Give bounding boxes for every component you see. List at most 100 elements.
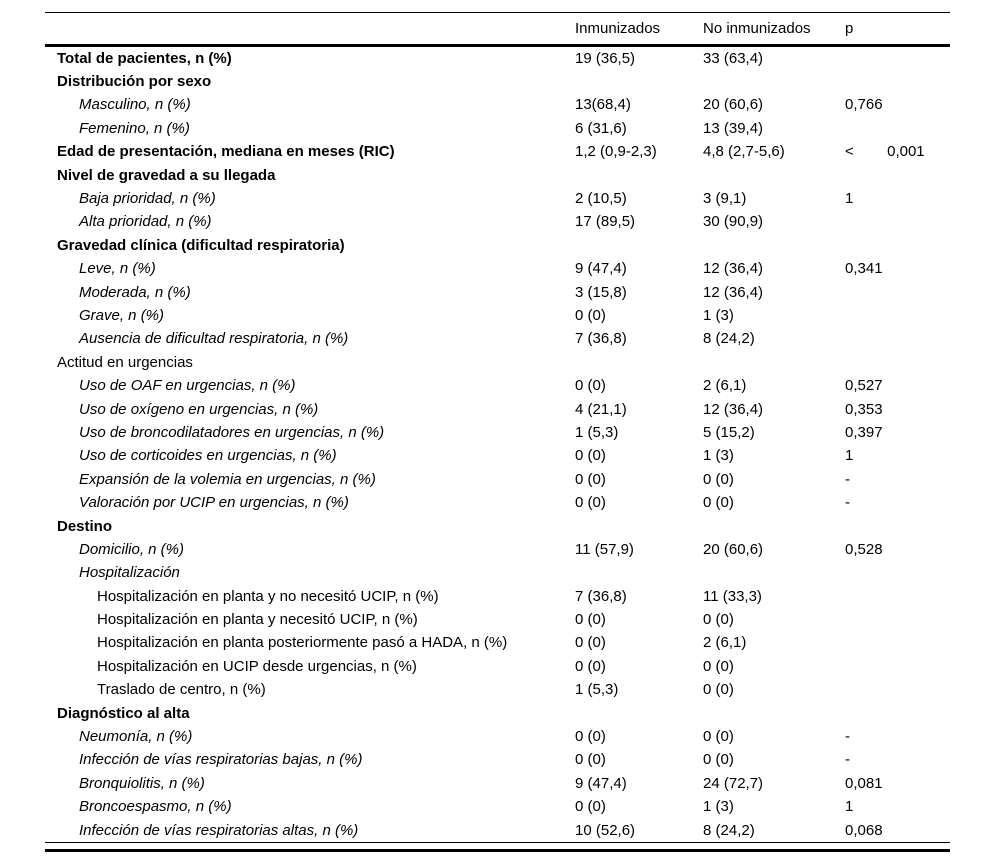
value-inmunizados: 7 (36,8)	[575, 587, 627, 605]
row-label: Hospitalización	[79, 564, 180, 582]
value-inmunizados: 1,2 (0,9-2,3)	[575, 143, 657, 161]
value-inmunizados: 0 (0)	[575, 494, 606, 512]
table-row: Baja prioridad, n (%) 2 (10,5) 3 (9,1) 1	[45, 187, 950, 210]
table-row: Valoración por UCIP en urgencias, n (%) …	[45, 491, 950, 514]
value-inmunizados: 11 (57,9)	[575, 540, 634, 558]
table-header-bottom-rule	[45, 44, 950, 47]
p-value: 0,068	[845, 821, 883, 839]
table-row: Diagnóstico al alta	[45, 701, 950, 724]
row-label: Moderada, n (%)	[79, 283, 191, 301]
table-row: Hospitalización en planta posteriormente…	[45, 631, 950, 654]
value-inmunizados: 6 (31,6)	[575, 119, 627, 137]
value-inmunizados: 0 (0)	[575, 377, 606, 395]
value-no-inmunizados: 33 (63,4)	[703, 49, 764, 67]
row-label: Destino	[57, 517, 113, 535]
table-row: Infección de vías respiratorias altas, n…	[45, 818, 950, 841]
row-label: Hospitalización en UCIP desde urgencias,…	[97, 657, 417, 675]
table-row: Femenino, n (%) 6 (31,6) 13 (39,4)	[45, 117, 950, 140]
table-row: Hospitalización en planta y necesitó UCI…	[45, 608, 950, 631]
row-label: Gravedad clínica (dificultad respiratori…	[57, 236, 345, 254]
value-no-inmunizados: 20 (60,6)	[703, 540, 764, 558]
row-label: Femenino, n (%)	[79, 119, 190, 137]
table-row: Neumonía, n (%) 0 (0) 0 (0) -	[45, 725, 950, 748]
p-value: 0,081	[845, 774, 883, 792]
p-value: 1	[845, 190, 854, 208]
table-row: Grave, n (%) 0 (0) 1 (3)	[45, 304, 950, 327]
value-no-inmunizados: 0 (0)	[703, 681, 734, 699]
table-row: Uso de broncodilatadores en urgencias, n…	[45, 421, 950, 444]
value-no-inmunizados: 0 (0)	[703, 470, 734, 488]
p-value: 0,397	[845, 423, 883, 441]
table-row: Domicilio, n (%) 11 (57,9) 20 (60,6) 0,5…	[45, 538, 950, 561]
row-label: Nivel de gravedad a su llegada	[57, 166, 276, 184]
row-label: Diagnóstico al alta	[57, 704, 190, 722]
p-value: 0,353	[845, 400, 883, 418]
row-label: Traslado de centro, n (%)	[97, 681, 266, 699]
row-label: Uso de OAF en urgencias, n (%)	[79, 377, 296, 395]
value-inmunizados: 0 (0)	[575, 611, 606, 629]
table-row: Hospitalización	[45, 561, 950, 584]
row-label: Total de pacientes, n (%)	[57, 49, 232, 67]
row-label: Hospitalización en planta y necesitó UCI…	[97, 611, 418, 629]
table-row: Alta prioridad, n (%) 17 (89,5) 30 (90,9…	[45, 210, 950, 233]
value-no-inmunizados: 1 (3)	[703, 798, 734, 816]
value-no-inmunizados: 20 (60,6)	[703, 96, 764, 114]
value-inmunizados: 1 (5,3)	[575, 681, 619, 699]
table-header-row: Inmunizados No inmunizados p	[45, 13, 950, 44]
p-value: -	[845, 470, 850, 488]
row-label: Infección de vías respiratorias bajas, n…	[79, 751, 363, 769]
value-no-inmunizados: 4,8 (2,7-5,6)	[703, 143, 785, 161]
table-row: Gravedad clínica (dificultad respiratori…	[45, 234, 950, 257]
value-no-inmunizados: 2 (6,1)	[703, 377, 747, 395]
p-value: 0,766	[845, 96, 883, 114]
value-inmunizados: 19 (36,5)	[575, 49, 636, 67]
value-no-inmunizados: 12 (36,4)	[703, 260, 764, 278]
value-inmunizados: 13(68,4)	[575, 96, 631, 114]
value-no-inmunizados: 30 (90,9)	[703, 213, 764, 231]
table-top-rule	[45, 12, 950, 14]
row-label: Leve, n (%)	[79, 260, 156, 278]
column-header-no-inmunizados: No inmunizados	[703, 20, 811, 37]
value-inmunizados: 9 (47,4)	[575, 774, 627, 792]
value-inmunizados: 10 (52,6)	[575, 821, 636, 839]
column-header-p: p	[845, 20, 854, 37]
table-row: Masculino, n (%) 13(68,4) 20 (60,6) 0,76…	[45, 93, 950, 116]
table-row: Bronquiolitis, n (%) 9 (47,4) 24 (72,7) …	[45, 772, 950, 795]
value-no-inmunizados: 24 (72,7)	[703, 774, 764, 792]
value-no-inmunizados: 2 (6,1)	[703, 634, 747, 652]
table-row: Uso de oxígeno en urgencias, n (%) 4 (21…	[45, 397, 950, 420]
row-label: Baja prioridad, n (%)	[79, 190, 216, 208]
value-inmunizados: 0 (0)	[575, 728, 606, 746]
value-inmunizados: 1 (5,3)	[575, 423, 619, 441]
p-value: -	[845, 494, 850, 512]
row-label: Distribución por sexo	[57, 73, 212, 91]
p-value: -	[845, 728, 850, 746]
value-no-inmunizados: 8 (24,2)	[703, 821, 755, 839]
value-no-inmunizados: 0 (0)	[703, 728, 734, 746]
row-label: Neumonía, n (%)	[79, 728, 193, 746]
table-row: Expansión de la volemia en urgencias, n …	[45, 468, 950, 491]
row-label: Alta prioridad, n (%)	[79, 213, 212, 231]
value-inmunizados: 3 (15,8)	[575, 283, 627, 301]
value-inmunizados: 0 (0)	[575, 634, 606, 652]
value-inmunizados: 4 (21,1)	[575, 400, 627, 418]
value-no-inmunizados: 12 (36,4)	[703, 400, 764, 418]
row-label: Domicilio, n (%)	[79, 540, 185, 558]
value-inmunizados: 7 (36,8)	[575, 330, 627, 348]
value-inmunizados: 0 (0)	[575, 657, 606, 675]
value-no-inmunizados: 13 (39,4)	[703, 119, 764, 137]
value-no-inmunizados: 3 (9,1)	[703, 190, 747, 208]
table-row: Moderada, n (%) 3 (15,8) 12 (36,4)	[45, 280, 950, 303]
column-header-inmunizados: Inmunizados	[575, 20, 661, 37]
table-row: Distribución por sexo	[45, 70, 950, 93]
table-row: Uso de corticoides en urgencias, n (%) 0…	[45, 444, 950, 467]
p-value: < 0,001	[845, 143, 925, 161]
row-label: Uso de broncodilatadores en urgencias, n…	[79, 423, 385, 441]
row-label: Infección de vías respiratorias altas, n…	[79, 821, 359, 839]
row-label: Hospitalización en planta posteriormente…	[97, 634, 508, 652]
p-value: 1	[845, 798, 854, 816]
table-row: Edad de presentación, mediana en meses (…	[45, 140, 950, 163]
row-label: Ausencia de dificultad respiratoria, n (…	[79, 330, 349, 348]
clinical-comparison-table: Inmunizados No inmunizados p Total de pa…	[45, 0, 950, 862]
value-no-inmunizados: 11 (33,3)	[703, 587, 762, 605]
